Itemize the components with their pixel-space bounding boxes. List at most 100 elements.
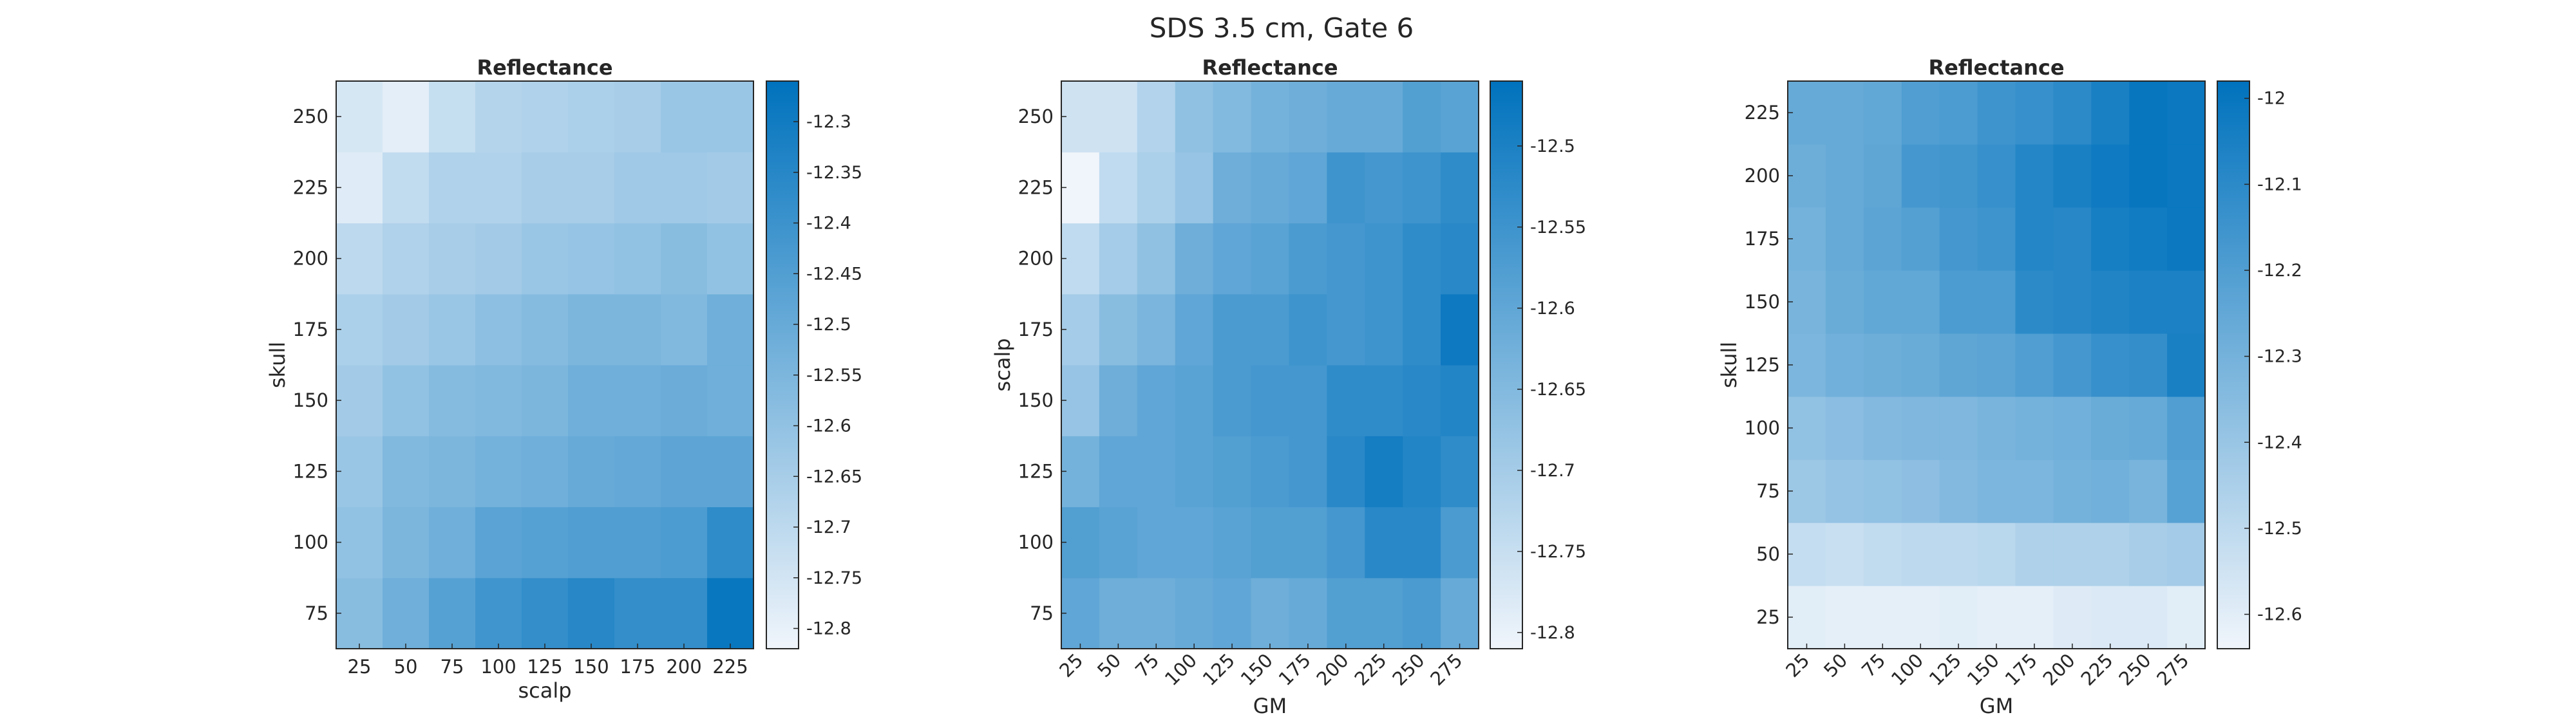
y-tick-label: 225 bbox=[1745, 102, 1780, 124]
heatmap-cell bbox=[2015, 81, 2054, 145]
heatmap-cell bbox=[1977, 586, 2016, 649]
heatmap-cell bbox=[1251, 81, 1290, 153]
heatmap-cell bbox=[336, 81, 383, 153]
y-tick-label: 175 bbox=[1018, 319, 1054, 340]
colorbar-tick-label: -12.65 bbox=[1530, 380, 1586, 400]
x-tick-label: 225 bbox=[1350, 649, 1390, 690]
heatmap-cell bbox=[1441, 81, 1479, 153]
heatmap-cell bbox=[1289, 577, 1327, 649]
heatmap-cell bbox=[383, 436, 430, 508]
heatmap-cell bbox=[1061, 436, 1100, 508]
heatmap-cell bbox=[1403, 152, 1441, 224]
heatmap-cell bbox=[1788, 270, 1826, 334]
heatmap-cell bbox=[1213, 365, 1252, 436]
heatmap-cell bbox=[1251, 152, 1290, 224]
heatmap-cell bbox=[522, 152, 569, 224]
heatmap-cell bbox=[1863, 459, 1902, 523]
heatmap-cell bbox=[1441, 577, 1479, 649]
y-tick-label: 50 bbox=[1756, 543, 1780, 565]
heatmap-cell bbox=[2167, 396, 2206, 460]
heatmap-cell bbox=[2053, 270, 2092, 334]
y-tick-label: 150 bbox=[293, 389, 328, 411]
heatmap-cell bbox=[1099, 436, 1138, 508]
heatmap-cell bbox=[1099, 152, 1138, 224]
y-tick-label: 100 bbox=[1018, 532, 1054, 553]
heatmap-cell bbox=[1251, 436, 1290, 508]
heatmap-cell bbox=[1365, 81, 1403, 153]
heatmap-cell bbox=[614, 223, 661, 295]
heatmap-cell bbox=[1327, 223, 1365, 295]
heatmap-cell bbox=[1061, 365, 1100, 436]
heatmap-cell bbox=[1863, 586, 1902, 649]
heatmap-cell bbox=[1365, 223, 1403, 295]
y-tick-label: 200 bbox=[1018, 248, 1054, 270]
y-tick-label: 125 bbox=[1745, 354, 1780, 376]
heatmap-cell bbox=[2167, 523, 2206, 586]
colorbar bbox=[1490, 80, 1523, 649]
colorbar-tick-label: -12.3 bbox=[806, 112, 851, 132]
heatmap-cell bbox=[1939, 144, 1978, 208]
heatmap-cell bbox=[707, 152, 754, 224]
heatmap-cell bbox=[2167, 207, 2206, 271]
heatmap-cell bbox=[1061, 223, 1100, 295]
heatmap-cell bbox=[614, 506, 661, 579]
heatmap-cell bbox=[383, 293, 430, 366]
heatmap-cell bbox=[1825, 396, 1864, 460]
heatmap-cell bbox=[2015, 586, 2054, 649]
heatmap-cell bbox=[661, 81, 708, 153]
heatmap-cell bbox=[2091, 586, 2130, 649]
heatmap-cell bbox=[1825, 81, 1864, 145]
heatmap-cell bbox=[1137, 506, 1176, 579]
heatmap-cell bbox=[2053, 459, 2092, 523]
colorbar-tick-label: -12.7 bbox=[1530, 461, 1575, 481]
colorbar-tick-label: -12.4 bbox=[2257, 432, 2302, 452]
heatmap-cell bbox=[1939, 523, 1978, 586]
heatmap-cell bbox=[1901, 459, 1940, 523]
heatmap-cell bbox=[2091, 333, 2130, 397]
heatmap-cell bbox=[429, 436, 476, 508]
heatmap-cell bbox=[707, 506, 754, 579]
colorbar-tick-label: -12.6 bbox=[806, 416, 851, 436]
heatmap-cell bbox=[1175, 293, 1214, 366]
x-tick-label: 75 bbox=[1131, 649, 1163, 682]
heatmap-cell bbox=[614, 293, 661, 366]
heatmap-cell bbox=[336, 365, 383, 436]
heatmap-cell bbox=[1403, 506, 1441, 579]
y-tick-label: 200 bbox=[1745, 165, 1780, 187]
heatmap-cell bbox=[1137, 81, 1176, 153]
heatmap-cell bbox=[2129, 459, 2168, 523]
heatmap-cell bbox=[707, 577, 754, 649]
heatmap-cell bbox=[568, 365, 615, 436]
heatmap-cell bbox=[1939, 586, 1978, 649]
colorbar-tick-label: -12.8 bbox=[1530, 623, 1575, 643]
heatmap-cell bbox=[2167, 459, 2206, 523]
heatmap-cell bbox=[568, 506, 615, 579]
x-tick-label: 125 bbox=[1925, 649, 1965, 690]
heatmap-cell bbox=[2091, 396, 2130, 460]
heatmap-cell bbox=[1137, 365, 1176, 436]
heatmap-cell bbox=[1061, 81, 1100, 153]
x-tick-label: 125 bbox=[527, 656, 562, 678]
heatmap-cell bbox=[1825, 207, 1864, 271]
heatmap-cell bbox=[2053, 81, 2092, 145]
y-tick-label: 100 bbox=[1745, 417, 1780, 439]
heatmap-cell bbox=[1788, 586, 1826, 649]
colorbar bbox=[2217, 80, 2250, 649]
heatmap-cell bbox=[336, 293, 383, 366]
heatmap-cell bbox=[1175, 152, 1214, 224]
heatmap-cell bbox=[475, 577, 522, 649]
heatmap-cell bbox=[1901, 333, 1940, 397]
heatmap-cell bbox=[661, 223, 708, 295]
y-tick-label: 75 bbox=[1030, 602, 1054, 624]
heatmap-cell bbox=[2129, 586, 2168, 649]
heatmap-cell bbox=[1213, 577, 1252, 649]
heatmap-cell bbox=[614, 81, 661, 153]
heatmap-cell bbox=[2015, 207, 2054, 271]
heatmap-cell bbox=[1213, 152, 1252, 224]
heatmap-cell bbox=[661, 436, 708, 508]
y-tick-label: 225 bbox=[293, 176, 328, 198]
heatmap-cell bbox=[1788, 207, 1826, 271]
panel-title: Reflectance bbox=[477, 55, 612, 80]
